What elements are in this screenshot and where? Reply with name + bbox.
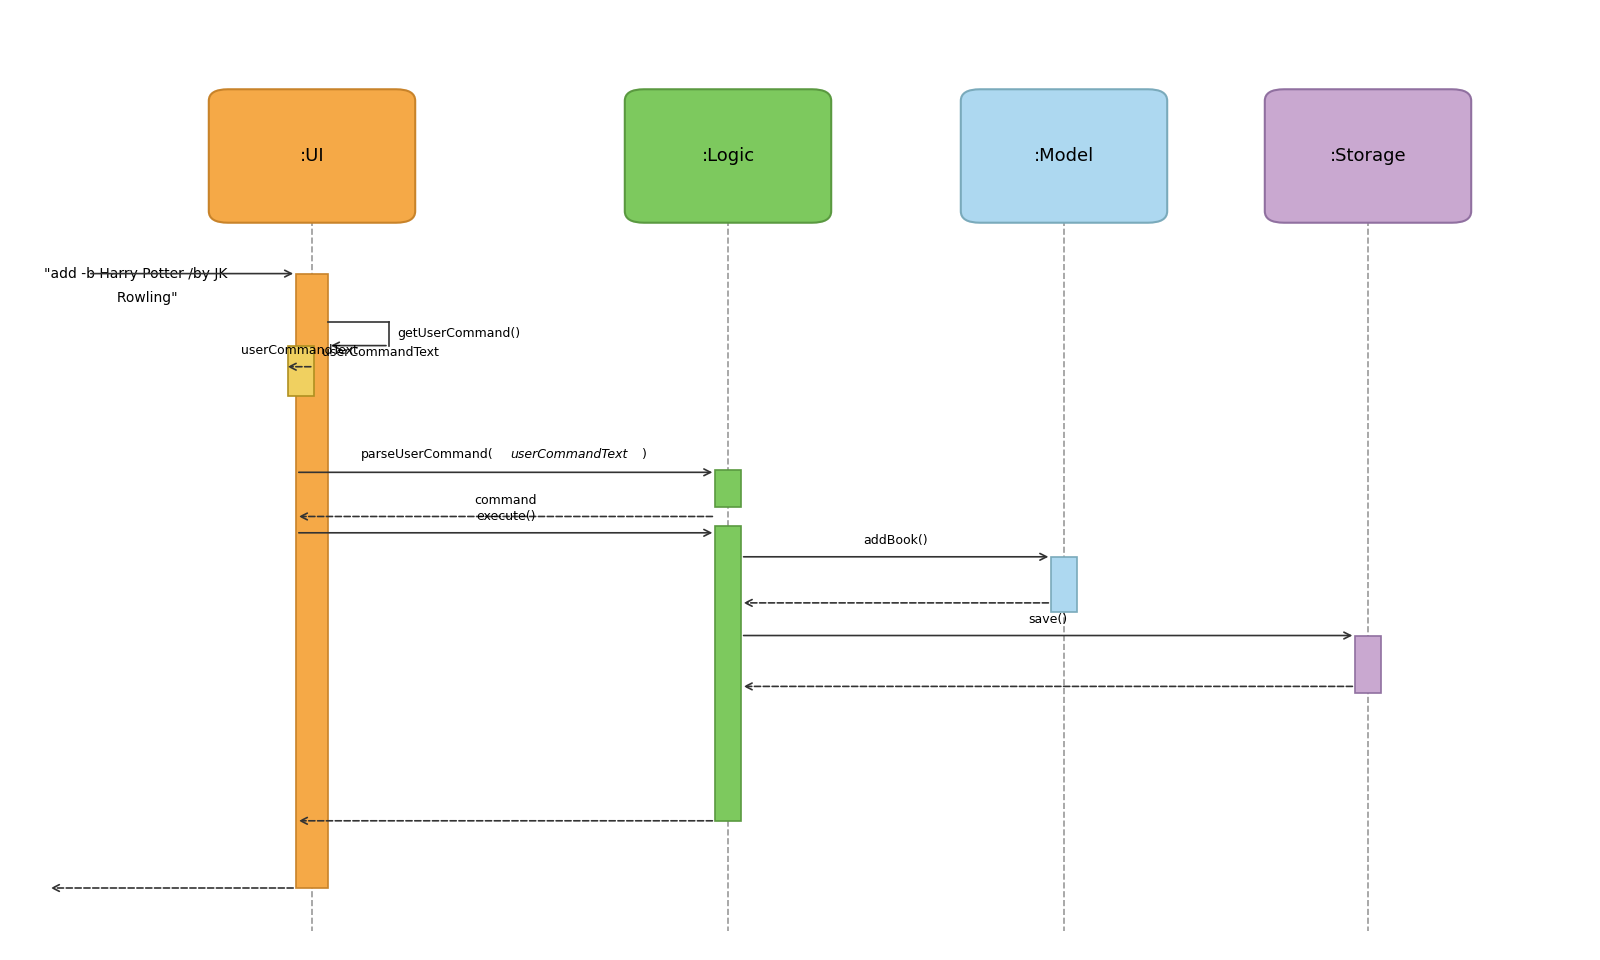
- Text: :Storage: :Storage: [1330, 147, 1406, 165]
- Text: ): ): [642, 447, 646, 461]
- FancyBboxPatch shape: [715, 470, 741, 507]
- Text: save(): save(): [1029, 612, 1067, 626]
- Text: userCommandText: userCommandText: [510, 447, 627, 461]
- FancyBboxPatch shape: [296, 274, 328, 888]
- FancyBboxPatch shape: [208, 89, 416, 223]
- FancyBboxPatch shape: [1264, 89, 1472, 223]
- Text: userCommandText: userCommandText: [240, 344, 358, 357]
- FancyBboxPatch shape: [288, 346, 314, 396]
- FancyBboxPatch shape: [1355, 636, 1381, 693]
- FancyBboxPatch shape: [1051, 557, 1077, 612]
- FancyBboxPatch shape: [715, 526, 741, 821]
- Text: :UI: :UI: [299, 147, 325, 165]
- Text: userCommandText: userCommandText: [322, 346, 438, 359]
- FancyBboxPatch shape: [626, 89, 832, 223]
- Text: getUserCommand(): getUserCommand(): [397, 327, 520, 340]
- Text: execute(): execute(): [475, 510, 536, 523]
- Text: command: command: [474, 493, 538, 507]
- Text: :Model: :Model: [1034, 147, 1094, 165]
- Text: addBook(): addBook(): [864, 534, 928, 547]
- Text: "add -b Harry Potter /by JK: "add -b Harry Potter /by JK: [45, 267, 227, 280]
- FancyBboxPatch shape: [960, 89, 1168, 223]
- Text: parseUserCommand(: parseUserCommand(: [360, 447, 493, 461]
- Text: :Logic: :Logic: [701, 147, 755, 165]
- Text: Rowling": Rowling": [94, 291, 178, 304]
